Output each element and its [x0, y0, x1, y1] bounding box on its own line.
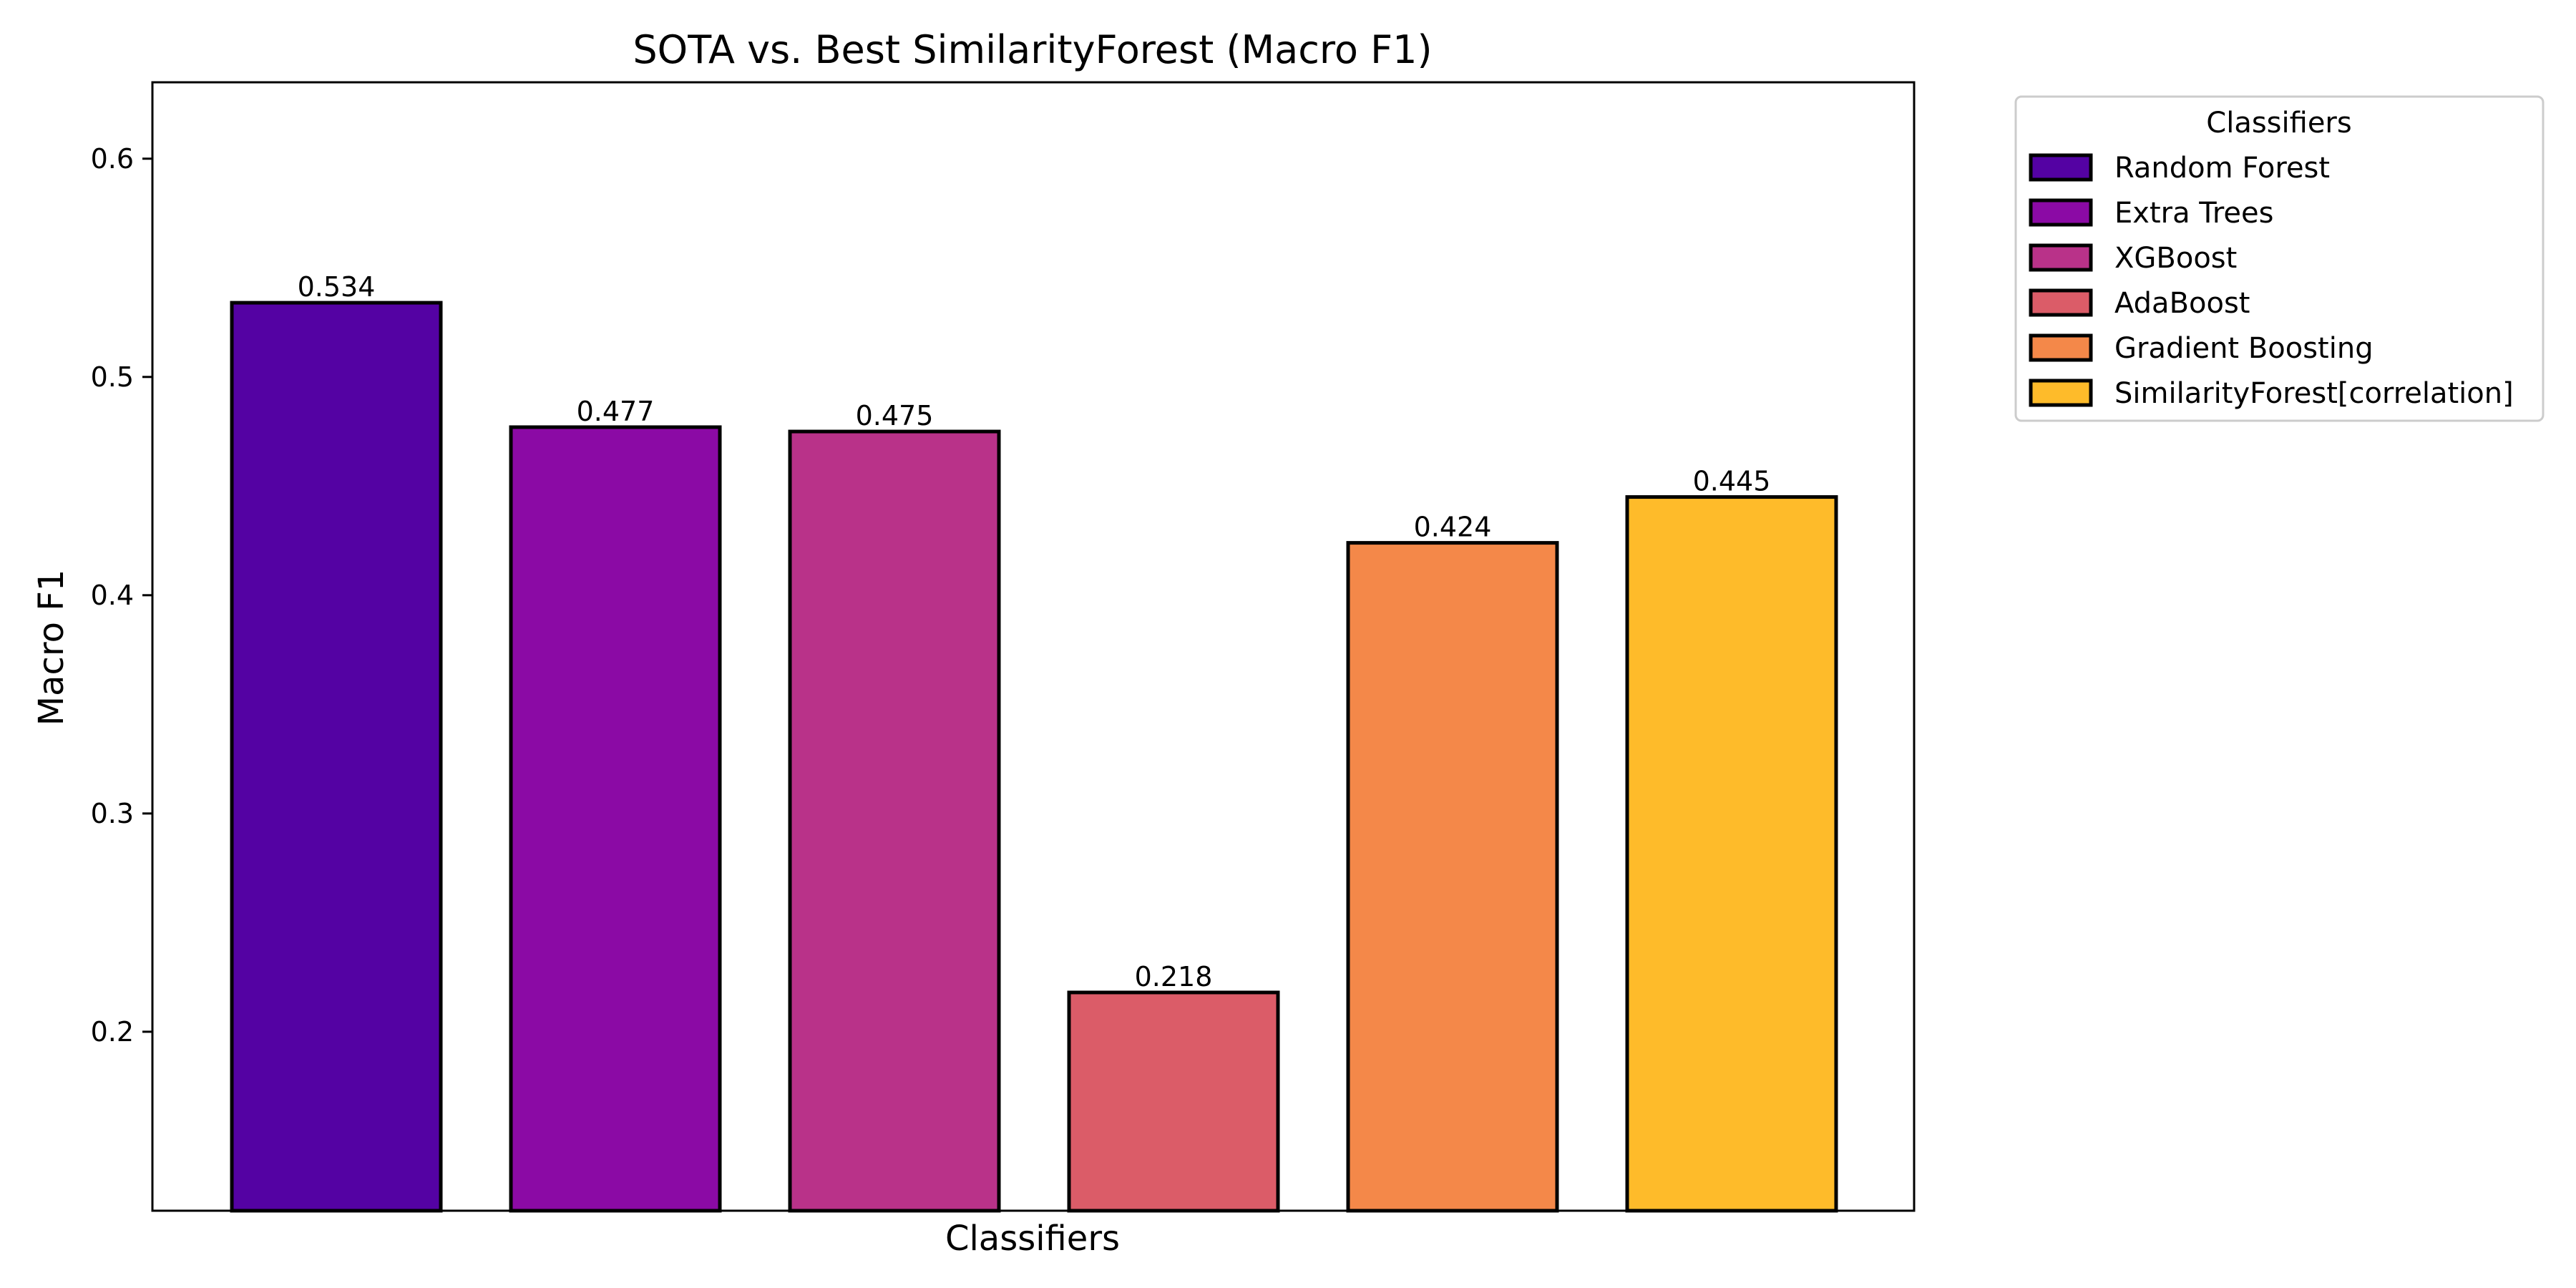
- legend: Classifiers Random Forest Extra Trees XGBo…: [2014, 95, 2545, 422]
- plot-frame: [151, 81, 1916, 1212]
- bar-adaboost: [1067, 990, 1280, 1213]
- chart-title: SOTA vs. Best SimilarityForest (Macro F1…: [633, 27, 1432, 72]
- bar-gradient-boosting: [1346, 541, 1559, 1213]
- y-axis: 0.2 0.3 0.4 0.5 0.6: [91, 143, 152, 1048]
- value-label-similarityforest-correlation: 0.445: [1693, 466, 1771, 497]
- y-tick-label: 0.2: [91, 1016, 134, 1048]
- legend-frame: [2014, 95, 2545, 422]
- legend-title: Classifiers: [2206, 107, 2351, 140]
- legend-entries: Random Forest Extra Trees XGBoost AdaBoost G…: [2029, 152, 2514, 410]
- legend-swatch-random-forest: [2029, 153, 2093, 182]
- bar-random-forest: [230, 301, 443, 1213]
- y-axis-label: Macro F1: [31, 570, 72, 726]
- value-label-extra-trees: 0.477: [577, 396, 655, 427]
- value-label-xgboost: 0.475: [856, 400, 934, 431]
- legend-swatch-extra-trees: [2029, 198, 2093, 227]
- legend-label-adaboost: AdaBoost: [2114, 287, 2250, 320]
- y-tick-label: 0.5: [91, 361, 134, 393]
- legend-swatch-similarityforest-correlation: [2029, 379, 2093, 407]
- y-tick-label: 0.6: [91, 143, 134, 175]
- legend-label-gradient-boosting: Gradient Boosting: [2114, 332, 2373, 365]
- bars-group: [230, 301, 1838, 1213]
- y-tick-label: 0.4: [91, 580, 134, 611]
- legend-label-xgboost: XGBoost: [2114, 242, 2237, 275]
- y-tick-label: 0.3: [91, 798, 134, 829]
- value-label-adaboost: 0.218: [1135, 961, 1213, 992]
- legend-swatch-gradient-boosting: [2029, 333, 2093, 362]
- legend-label-similarityforest-correlation: SimilarityForest[correlation]: [2114, 377, 2514, 410]
- value-label-random-forest: 0.534: [298, 271, 376, 303]
- x-axis-label: Classifiers: [945, 1219, 1120, 1259]
- value-labels-group: 0.534 0.477 0.475 0.218 0.424 0.445: [298, 271, 1771, 992]
- legend-swatch-xgboost: [2029, 243, 2093, 272]
- legend-swatch-adaboost: [2029, 288, 2093, 317]
- value-label-gradient-boosting: 0.424: [1414, 512, 1492, 543]
- legend-label-random-forest: Random Forest: [2114, 152, 2330, 185]
- bar-similarityforest-correlation: [1625, 495, 1838, 1213]
- bar-xgboost: [788, 429, 1001, 1213]
- legend-label-extra-trees: Extra Trees: [2114, 197, 2273, 230]
- plot-area: 0.534 0.477 0.475 0.218 0.424 0.445: [151, 81, 1916, 1213]
- bar-extra-trees: [509, 425, 722, 1213]
